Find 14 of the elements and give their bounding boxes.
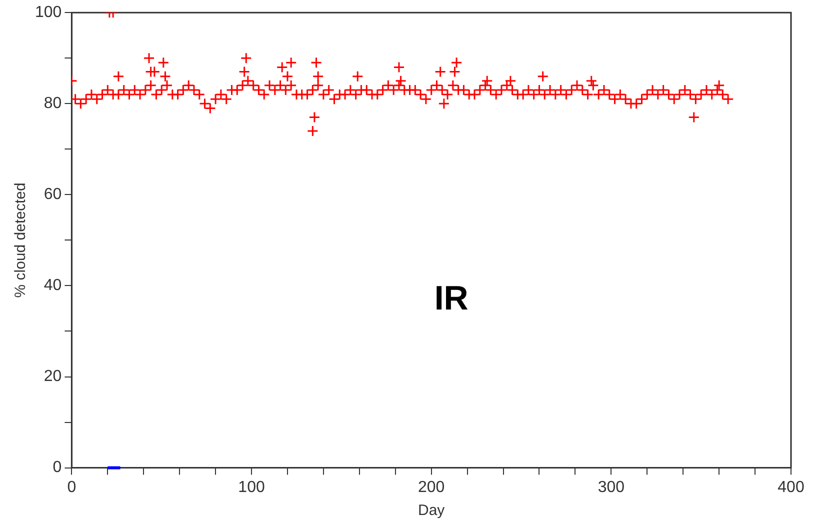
x-axis-title: Day xyxy=(418,502,446,520)
x-tick-label: 100 xyxy=(238,478,265,496)
y-tick-label: 40 xyxy=(44,277,62,294)
y-tick-label: 80 xyxy=(44,95,62,112)
x-tick-label: 0 xyxy=(67,478,76,496)
x-tick-label: 200 xyxy=(418,478,445,496)
y-tick-label: 100 xyxy=(34,4,62,22)
y-axis-title: % cloud detected xyxy=(12,182,30,298)
y-tick-label: 0 xyxy=(52,459,62,476)
x-tick-label: 300 xyxy=(598,478,625,496)
annotation: IR xyxy=(434,280,468,318)
y-tick-label: 20 xyxy=(44,368,62,386)
y-tick-label: 60 xyxy=(44,186,62,204)
x-tick-label: 400 xyxy=(778,478,804,496)
